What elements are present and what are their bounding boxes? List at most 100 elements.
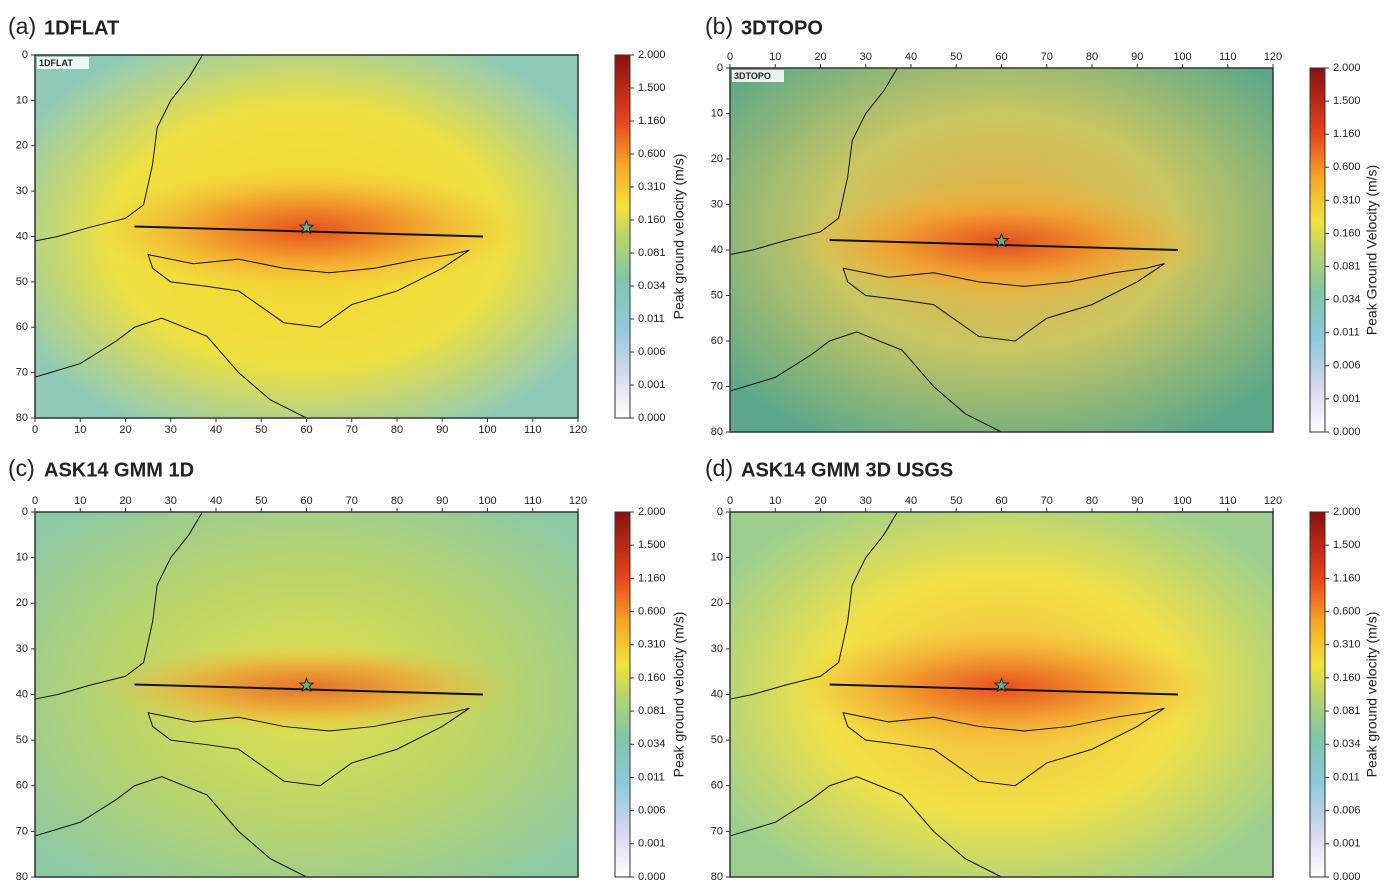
x-tick-label: 60 [995,495,1007,507]
x-tick-label: 110 [1219,495,1237,507]
y-tick-label: 70 [711,380,723,392]
x-tick-label: 100 [1173,51,1191,63]
x-tick-label: 40 [210,424,222,436]
x-tick-label: 50 [950,51,962,63]
y-tick-label: 40 [16,688,28,700]
x-tick-label: 20 [814,495,826,507]
coastline [729,331,1002,433]
y-tick-label: 60 [16,321,28,333]
y-tick-label: 20 [16,140,28,152]
y-tick-label: 0 [717,62,723,74]
y-tick-label: 80 [16,871,28,881]
colorbar-tick-label: 0.034 [1333,294,1361,306]
x-tick-label: 0 [727,495,733,507]
colorbar-tick-label: 1.160 [1333,572,1361,584]
x-tick-label: 100 [478,424,496,436]
coastline [34,317,307,419]
x-tick-label: 90 [436,424,448,436]
epicenter [993,676,1010,693]
colorbar [614,54,631,419]
y-tick-label: 60 [711,335,723,347]
inset-label: 1DFLAT [39,58,73,68]
colorbar-label: Peak ground velocity (m/s) [671,612,687,778]
x-tick-label: 0 [727,51,733,63]
y-tick-label: 20 [711,597,723,609]
x-tick-label: 40 [210,495,222,507]
coastline [34,54,203,242]
colorbar-tick-label: 0.160 [1333,672,1361,684]
colorbar-tick-label: 0.011 [1333,327,1360,339]
x-tick-label: 100 [1173,495,1191,507]
x-tick-label: 20 [119,495,131,507]
y-tick-label: 10 [16,94,28,106]
x-tick-label: 110 [524,424,542,436]
y-tick-label: 0 [717,506,723,518]
x-tick-label: 0 [32,495,38,507]
colorbar-tick-label: 0.081 [638,247,666,259]
x-tick-label: 70 [1041,495,1053,507]
colorbar-tick-label: 0.081 [1333,705,1361,717]
colorbar [1309,67,1326,433]
x-tick-label: 30 [165,495,177,507]
colorbar-tick-label: 1.500 [1333,539,1361,551]
colorbar-tick-label: 0.011 [1333,771,1360,783]
x-tick-label: 10 [74,424,86,436]
y-tick-label: 30 [16,185,28,197]
x-tick-label: 60 [300,424,312,436]
y-tick-label: 30 [711,198,723,210]
x-tick-label: 50 [950,495,962,507]
panel-letter: (d) [705,455,733,481]
colorbar-tick-label: 0.011 [638,771,665,783]
y-tick-label: 80 [711,871,723,881]
x-tick-label: 60 [300,495,312,507]
y-tick-label: 50 [16,734,28,746]
y-tick-label: 30 [711,643,723,655]
x-tick-label: 30 [860,51,872,63]
colorbar-tick-label: 0.034 [1333,738,1361,750]
colorbar-tick-label: 2.000 [1333,506,1361,518]
y-tick-label: 50 [711,734,723,746]
colorbar-tick-label: 1.160 [1333,128,1361,140]
x-tick-label: 110 [1219,51,1237,63]
x-tick-label: 120 [1264,51,1282,63]
colorbar-tick-label: 0.006 [638,805,666,817]
colorbar-tick-label: 1.160 [638,572,666,584]
inset-box [732,70,784,82]
x-tick-label: 70 [1041,51,1053,63]
island [147,249,470,328]
colorbar-tick-label: 2.000 [638,506,666,518]
colorbar-tick-label: 2.000 [638,49,666,61]
x-tick-label: 90 [1131,51,1143,63]
colorbar-tick-label: 0.310 [638,639,666,651]
colorbar-tick-label: 0.006 [1333,360,1361,372]
colorbar-tick-label: 0.160 [1333,227,1361,239]
colorbar-tick-label: 0.001 [1333,393,1361,405]
colorbar-tick-label: 0.000 [638,871,666,881]
x-tick-label: 80 [391,495,403,507]
x-tick-label: 30 [860,495,872,507]
colorbar [614,511,631,878]
colorbar-label: Peak Ground Velocity (m/s) [1364,165,1380,335]
x-tick-label: 20 [119,424,131,436]
x-tick-label: 30 [165,424,177,436]
y-tick-label: 40 [711,688,723,700]
panel-letter: (c) [8,455,35,481]
y-tick-label: 80 [16,412,28,424]
panel-title: ASK14 GMM 1D [44,459,194,481]
y-tick-label: 40 [16,230,28,242]
panel-title: 1DFLAT [44,17,119,39]
colorbar-tick-label: 0.001 [638,379,666,391]
y-tick-label: 20 [711,153,723,165]
colorbar-tick-label: 1.500 [638,539,666,551]
coastline [34,776,307,878]
panel-title: ASK14 GMM 3D USGS [741,459,953,481]
colorbar-label: Peak ground velocity (m/s) [671,154,687,320]
island [147,707,470,787]
y-tick-label: 10 [711,107,723,119]
y-tick-label: 70 [711,825,723,837]
y-tick-label: 50 [711,289,723,301]
x-tick-label: 60 [995,51,1007,63]
colorbar-tick-label: 0.081 [1333,260,1361,272]
inset-box [37,57,89,69]
epicenter [298,676,315,693]
